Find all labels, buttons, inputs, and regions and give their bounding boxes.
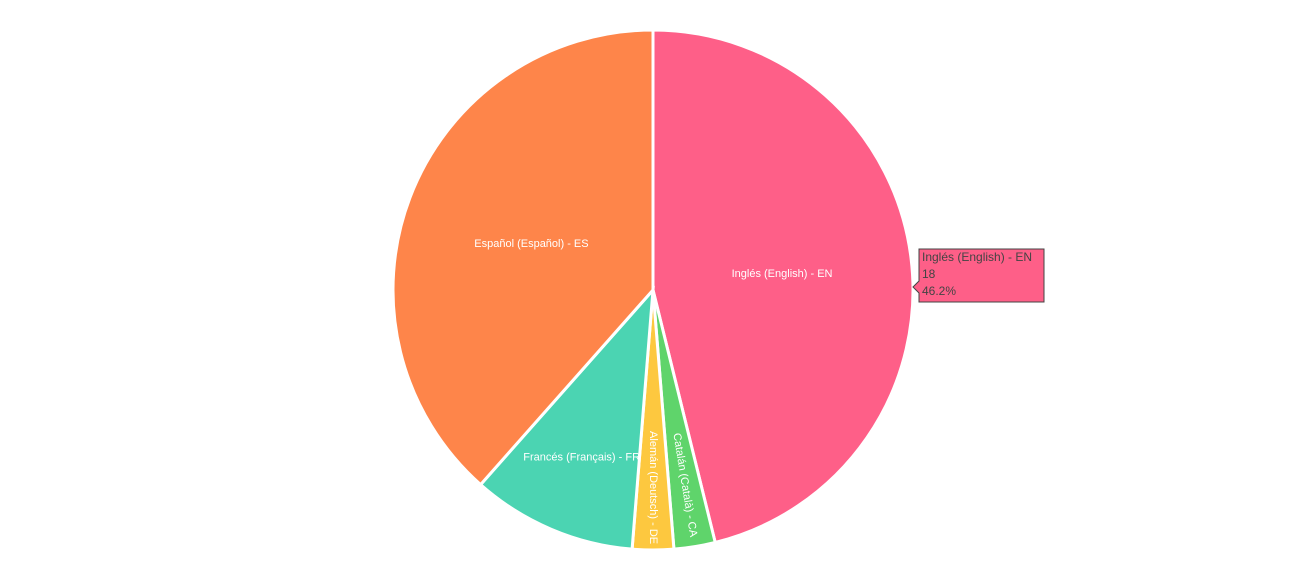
slice-label: Alemán (Deutsch) - DE	[647, 431, 659, 544]
pie-slice	[478, 285, 655, 551]
slice-label: Inglés (English) - EN	[732, 268, 833, 280]
tooltip-label: Inglés (English) - EN	[922, 250, 1032, 264]
tooltip-box	[912, 248, 1045, 303]
tooltip-percent: 46.2%	[922, 284, 956, 298]
slice-label: Español (Español) - ES	[474, 238, 588, 250]
tooltip: Inglés (English) - EN 18 46.2%	[912, 248, 1045, 303]
pie-slice	[651, 28, 915, 545]
slice-label: Francés (Français) - FR	[523, 451, 640, 463]
tooltip-value: 18	[922, 267, 936, 281]
pie-slice	[391, 28, 655, 487]
